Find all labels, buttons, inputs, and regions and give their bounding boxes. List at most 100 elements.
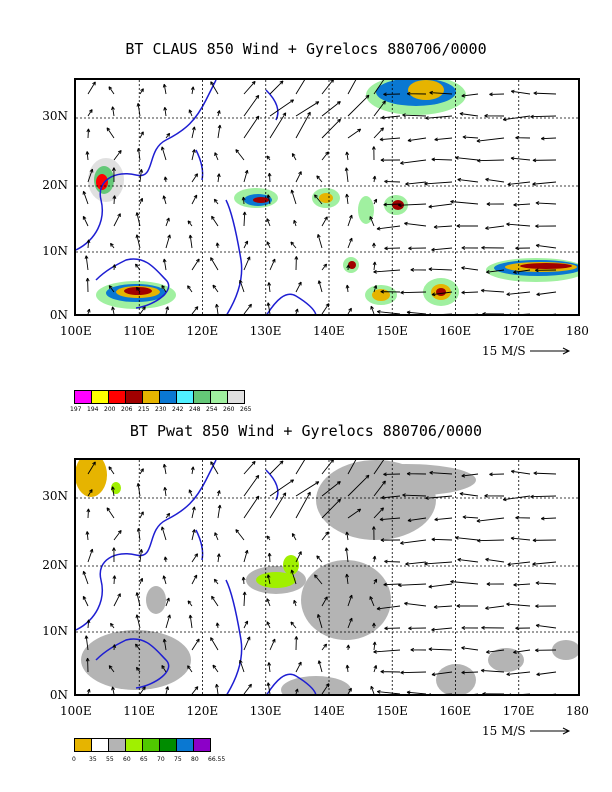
wind-vector xyxy=(486,202,505,206)
wind-vector xyxy=(506,602,531,607)
wind-vector xyxy=(139,131,144,139)
wind-vector xyxy=(450,579,479,585)
wind-vector xyxy=(384,626,401,631)
wind-vector xyxy=(380,158,401,163)
colorbar-tick-label: 230 xyxy=(155,406,167,413)
wind-vector xyxy=(82,570,89,585)
graticule xyxy=(76,80,578,314)
wind-vector xyxy=(243,115,260,139)
wind-vector xyxy=(486,269,505,274)
wind-vector xyxy=(135,212,141,227)
wind-vector xyxy=(431,247,453,252)
wind-vector xyxy=(535,604,557,609)
colorbar-tick-label: 35 xyxy=(89,756,97,763)
wind-vector xyxy=(345,664,350,673)
wind-vector xyxy=(515,135,531,140)
wind-vector xyxy=(406,471,427,476)
wind-vector xyxy=(187,665,193,673)
wind-vector xyxy=(481,625,505,630)
colorbar-swatch xyxy=(108,738,126,752)
wind-vector xyxy=(139,169,144,183)
wind-vector xyxy=(429,90,453,95)
wind-vector xyxy=(317,660,323,673)
wind-vector xyxy=(535,201,557,205)
wind-vector xyxy=(243,549,249,563)
wind-vector xyxy=(269,460,284,475)
wind-vector xyxy=(425,115,453,120)
wind-vector xyxy=(242,591,247,607)
wind-vector xyxy=(404,221,427,227)
wind-vector xyxy=(476,158,505,163)
colorbar-tick-label: 70 xyxy=(157,756,165,763)
wind-vector xyxy=(139,468,144,475)
wind-vector xyxy=(295,481,320,497)
wind-vector xyxy=(295,491,311,519)
wind-vector xyxy=(86,128,91,139)
wind-vector xyxy=(109,242,115,249)
wind-vector xyxy=(485,557,505,563)
wind-vector xyxy=(266,218,271,227)
wind-vector xyxy=(295,460,306,475)
wind-vector xyxy=(345,151,350,161)
pwat-colorbar xyxy=(74,738,211,752)
wind-vector xyxy=(376,605,401,611)
wind-vector xyxy=(188,614,193,629)
lon-label: 150E xyxy=(376,324,408,338)
colorbar-tick-label: 254 xyxy=(206,406,218,413)
wind-vector xyxy=(381,495,401,500)
wind-vector xyxy=(428,583,453,589)
wind-vector xyxy=(398,583,427,588)
colorbar-tick-label: 194 xyxy=(87,406,99,413)
wind-vector xyxy=(410,647,427,652)
wind-vector xyxy=(290,189,297,205)
wind-vector xyxy=(510,469,531,475)
wind-vector xyxy=(347,128,362,139)
wind-vector xyxy=(371,526,376,541)
wind-vector xyxy=(108,665,115,673)
wind-vector xyxy=(135,643,141,651)
wind-vector xyxy=(139,306,146,314)
wind-vector xyxy=(373,649,401,654)
colorbar-tick-label: 242 xyxy=(172,406,184,413)
wind-vector xyxy=(162,463,167,475)
wind-vector xyxy=(162,638,167,651)
wind-vector xyxy=(376,225,401,231)
wind-vector xyxy=(373,284,378,293)
wind-vector xyxy=(243,80,256,95)
colorbar-swatch xyxy=(74,390,92,404)
wind-vector xyxy=(87,81,96,95)
wind-vector xyxy=(457,177,479,183)
lat-label: 20N xyxy=(42,558,68,572)
wind-vector xyxy=(321,118,342,139)
wind-vector xyxy=(405,181,427,186)
wind-vector xyxy=(406,690,427,694)
wind-vector xyxy=(400,159,427,165)
wind-vector xyxy=(431,671,453,677)
wind-vector xyxy=(369,216,375,227)
colorbar-swatch xyxy=(210,390,228,404)
wind-vector xyxy=(515,626,531,631)
wind-vector xyxy=(108,86,115,95)
wind-vector xyxy=(347,214,353,227)
wind-vector xyxy=(165,217,170,227)
wind-vector xyxy=(407,137,427,143)
wind-vector xyxy=(239,279,245,293)
wind-vector xyxy=(513,202,531,207)
wind-vector xyxy=(112,195,117,205)
wind-vector xyxy=(484,113,505,118)
lat-label: 10N xyxy=(42,244,68,258)
wind-vector xyxy=(213,198,219,205)
wind-vector xyxy=(111,106,115,117)
graticule xyxy=(76,460,578,694)
wind-vector xyxy=(373,460,385,475)
claus-colorbar xyxy=(74,390,245,404)
wind-vector xyxy=(87,489,93,497)
wind-vector xyxy=(457,557,479,563)
wind-vector xyxy=(502,495,531,502)
wind-vector xyxy=(108,285,115,293)
wind-vector xyxy=(476,538,505,543)
wind-vector xyxy=(191,529,196,541)
wind-scale-label: 15 M/S xyxy=(482,344,526,358)
wind-vector xyxy=(380,538,401,543)
wind-vector xyxy=(380,289,401,294)
